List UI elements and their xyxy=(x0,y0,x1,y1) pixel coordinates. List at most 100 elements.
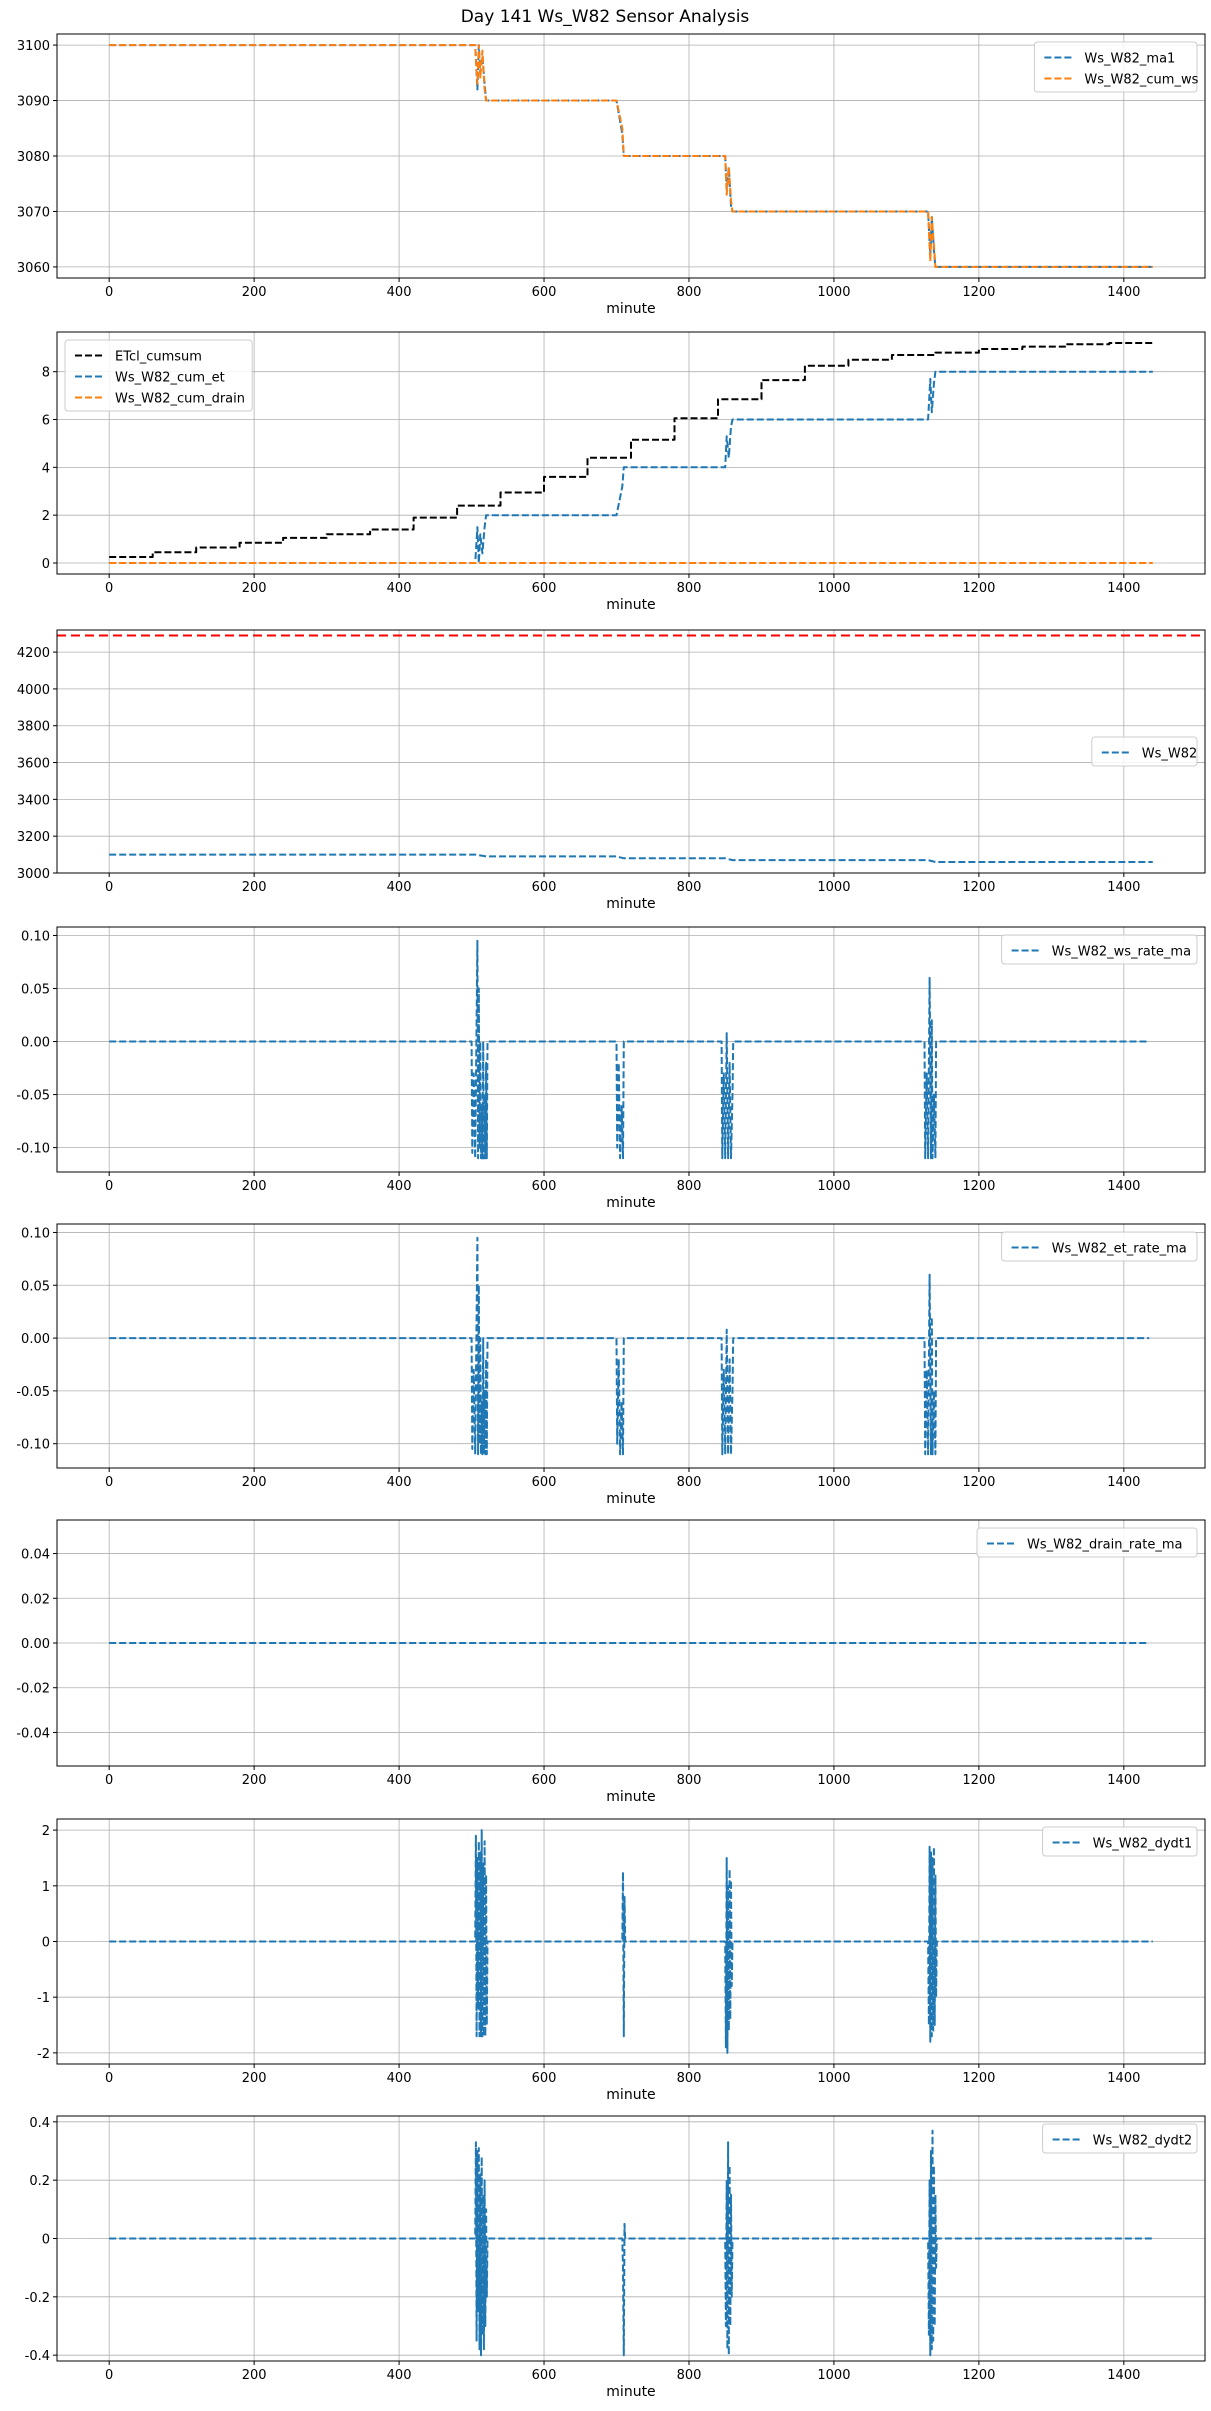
series-line-Ws_W82_et_rate_ma xyxy=(109,1236,1150,1456)
y-tick-label: 3800 xyxy=(17,720,50,735)
legend-label: Ws_W82_et_rate_ma xyxy=(1052,1242,1187,1257)
x-tick-label: 1400 xyxy=(1107,880,1140,895)
x-tick-label: 400 xyxy=(387,1773,412,1788)
legend: Ws_W82_dydt1 xyxy=(1042,1826,1198,1857)
series-line-Ws_W82 xyxy=(109,853,1153,863)
y-tick-label: 0.02 xyxy=(21,1592,50,1607)
x-axis-label: minute xyxy=(606,2087,655,2103)
x-tick-label: 200 xyxy=(242,285,267,300)
y-tick-label: 0.4 xyxy=(29,2116,50,2131)
y-tick-label: 4000 xyxy=(17,683,50,698)
x-tick-label: 600 xyxy=(532,581,557,596)
subplot-1: 0 200 400 600 800 1000 1200 1400 3060 3070 3080 309… xyxy=(17,33,1206,317)
x-tick-label: 200 xyxy=(242,2368,267,2383)
subplot-6: 0 200 400 600 800 1000 1200 1400 -0.04 -0.02 0.00 0… xyxy=(16,1519,1206,1805)
subplot-8: 0 200 400 600 800 1000 1200 1400 -0.4 -0.2 0 0.2 0.4… xyxy=(25,2115,1206,2400)
y-tick-label: -0.04 xyxy=(16,1726,50,1741)
x-tick-label: 600 xyxy=(532,2368,557,2383)
x-tick-label: 800 xyxy=(677,285,702,300)
x-tick-label: 200 xyxy=(242,1179,267,1194)
y-tick-label: 0.2 xyxy=(29,2174,50,2189)
x-tick-label: 1400 xyxy=(1107,285,1140,300)
legend: Ws_W82_ma1 Ws_W82_cum_ws xyxy=(1033,41,1199,93)
y-tick-label: 3600 xyxy=(17,757,50,772)
x-tick-label: 800 xyxy=(677,581,702,596)
legend-box xyxy=(1001,1231,1198,1262)
x-tick-label: 400 xyxy=(387,880,412,895)
x-tick-label: 1400 xyxy=(1107,1475,1140,1490)
x-tick-label: 0 xyxy=(105,2368,113,2383)
y-tick-label: 0.00 xyxy=(21,1637,50,1652)
x-tick-label: 200 xyxy=(242,880,267,895)
x-axis-label: minute xyxy=(606,1789,655,1805)
x-tick-label: 1000 xyxy=(817,880,850,895)
x-tick-label: 1400 xyxy=(1107,2368,1140,2383)
x-tick-label: 800 xyxy=(677,2368,702,2383)
y-tick-label: 0.10 xyxy=(21,929,50,944)
x-tick-label: 800 xyxy=(677,1773,702,1788)
y-tick-label: 0 xyxy=(42,2233,50,2248)
subplot-4: 0 200 400 600 800 1000 1200 1400 -0.10 -0.05 0.00 0… xyxy=(16,926,1206,1211)
legend: Ws_W82_ws_rate_ma xyxy=(1001,934,1198,965)
legend: Ws_W82_dydt2 xyxy=(1042,2123,1198,2154)
x-tick-label: 800 xyxy=(677,1475,702,1490)
x-tick-label: 200 xyxy=(242,1773,267,1788)
y-tick-label: 0.00 xyxy=(21,1036,50,1051)
y-tick-label: -2 xyxy=(37,2047,50,2062)
y-tick-label: -1 xyxy=(37,1991,50,2006)
x-tick-label: 1200 xyxy=(962,581,995,596)
x-axis-label: minute xyxy=(606,2384,655,2400)
x-tick-label: 1000 xyxy=(817,581,850,596)
x-tick-label: 1000 xyxy=(817,1475,850,1490)
axes-frame xyxy=(56,629,1206,874)
legend-label: Ws_W82_drain_rate_ma xyxy=(1027,1538,1182,1553)
legend-label: Ws_W82_cum_ws xyxy=(1084,73,1198,88)
x-tick-label: 1000 xyxy=(817,285,850,300)
legend: Ws_W82_et_rate_ma xyxy=(1001,1231,1198,1262)
x-tick-label: 400 xyxy=(387,285,412,300)
legend-box xyxy=(64,339,253,412)
y-tick-label: 4200 xyxy=(17,646,50,661)
x-tick-label: 1000 xyxy=(817,1179,850,1194)
subplot-3: 0 200 400 600 800 1000 1200 1400 3000 3200 3400 360… xyxy=(17,629,1206,912)
x-tick-label: 0 xyxy=(105,2071,113,2086)
legend-box xyxy=(1091,736,1198,767)
y-tick-label: 2 xyxy=(42,509,50,524)
legend-label: Ws_W82_dydt2 xyxy=(1093,2134,1193,2149)
x-tick-label: 800 xyxy=(677,880,702,895)
legend-label: Ws_W82_ws_rate_ma xyxy=(1052,945,1191,960)
x-tick-label: 1000 xyxy=(817,2071,850,2086)
legend-box xyxy=(1042,2123,1198,2154)
x-axis-label: minute xyxy=(606,597,655,613)
y-tick-label: 1 xyxy=(42,1880,50,1895)
series-line-Ws_W82_dydt1 xyxy=(109,1829,1153,2054)
y-tick-label: 3060 xyxy=(17,261,50,276)
x-tick-label: 800 xyxy=(677,1179,702,1194)
x-tick-label: 1200 xyxy=(962,2368,995,2383)
x-axis-label: minute xyxy=(606,1195,655,1211)
y-tick-label: 2 xyxy=(42,1824,50,1839)
x-tick-label: 0 xyxy=(105,880,113,895)
x-axis-label: minute xyxy=(606,1491,655,1507)
y-tick-label: 3100 xyxy=(17,39,50,54)
axes-frame xyxy=(56,331,1206,575)
y-tick-label: 3080 xyxy=(17,150,50,165)
x-tick-label: 600 xyxy=(532,880,557,895)
axes-frame xyxy=(56,1223,1206,1469)
x-tick-label: 400 xyxy=(387,2368,412,2383)
x-tick-label: 0 xyxy=(105,285,113,300)
y-tick-label: 3400 xyxy=(17,793,50,808)
x-tick-label: 1200 xyxy=(962,1773,995,1788)
x-tick-label: 200 xyxy=(242,2071,267,2086)
series-line-Ws_W82_cum_et xyxy=(109,370,1153,564)
y-tick-label: 0 xyxy=(42,1936,50,1951)
x-axis-label: minute xyxy=(606,896,655,912)
legend-box xyxy=(976,1527,1198,1558)
y-tick-label: 0.10 xyxy=(21,1226,50,1241)
y-tick-label: 0.05 xyxy=(21,1279,50,1294)
x-tick-label: 1000 xyxy=(817,1773,850,1788)
y-tick-label: 3090 xyxy=(17,95,50,110)
subplot-5: 0 200 400 600 800 1000 1200 1400 -0.10 -0.05 0.00 0… xyxy=(16,1223,1206,1507)
y-tick-label: -0.02 xyxy=(16,1682,50,1697)
